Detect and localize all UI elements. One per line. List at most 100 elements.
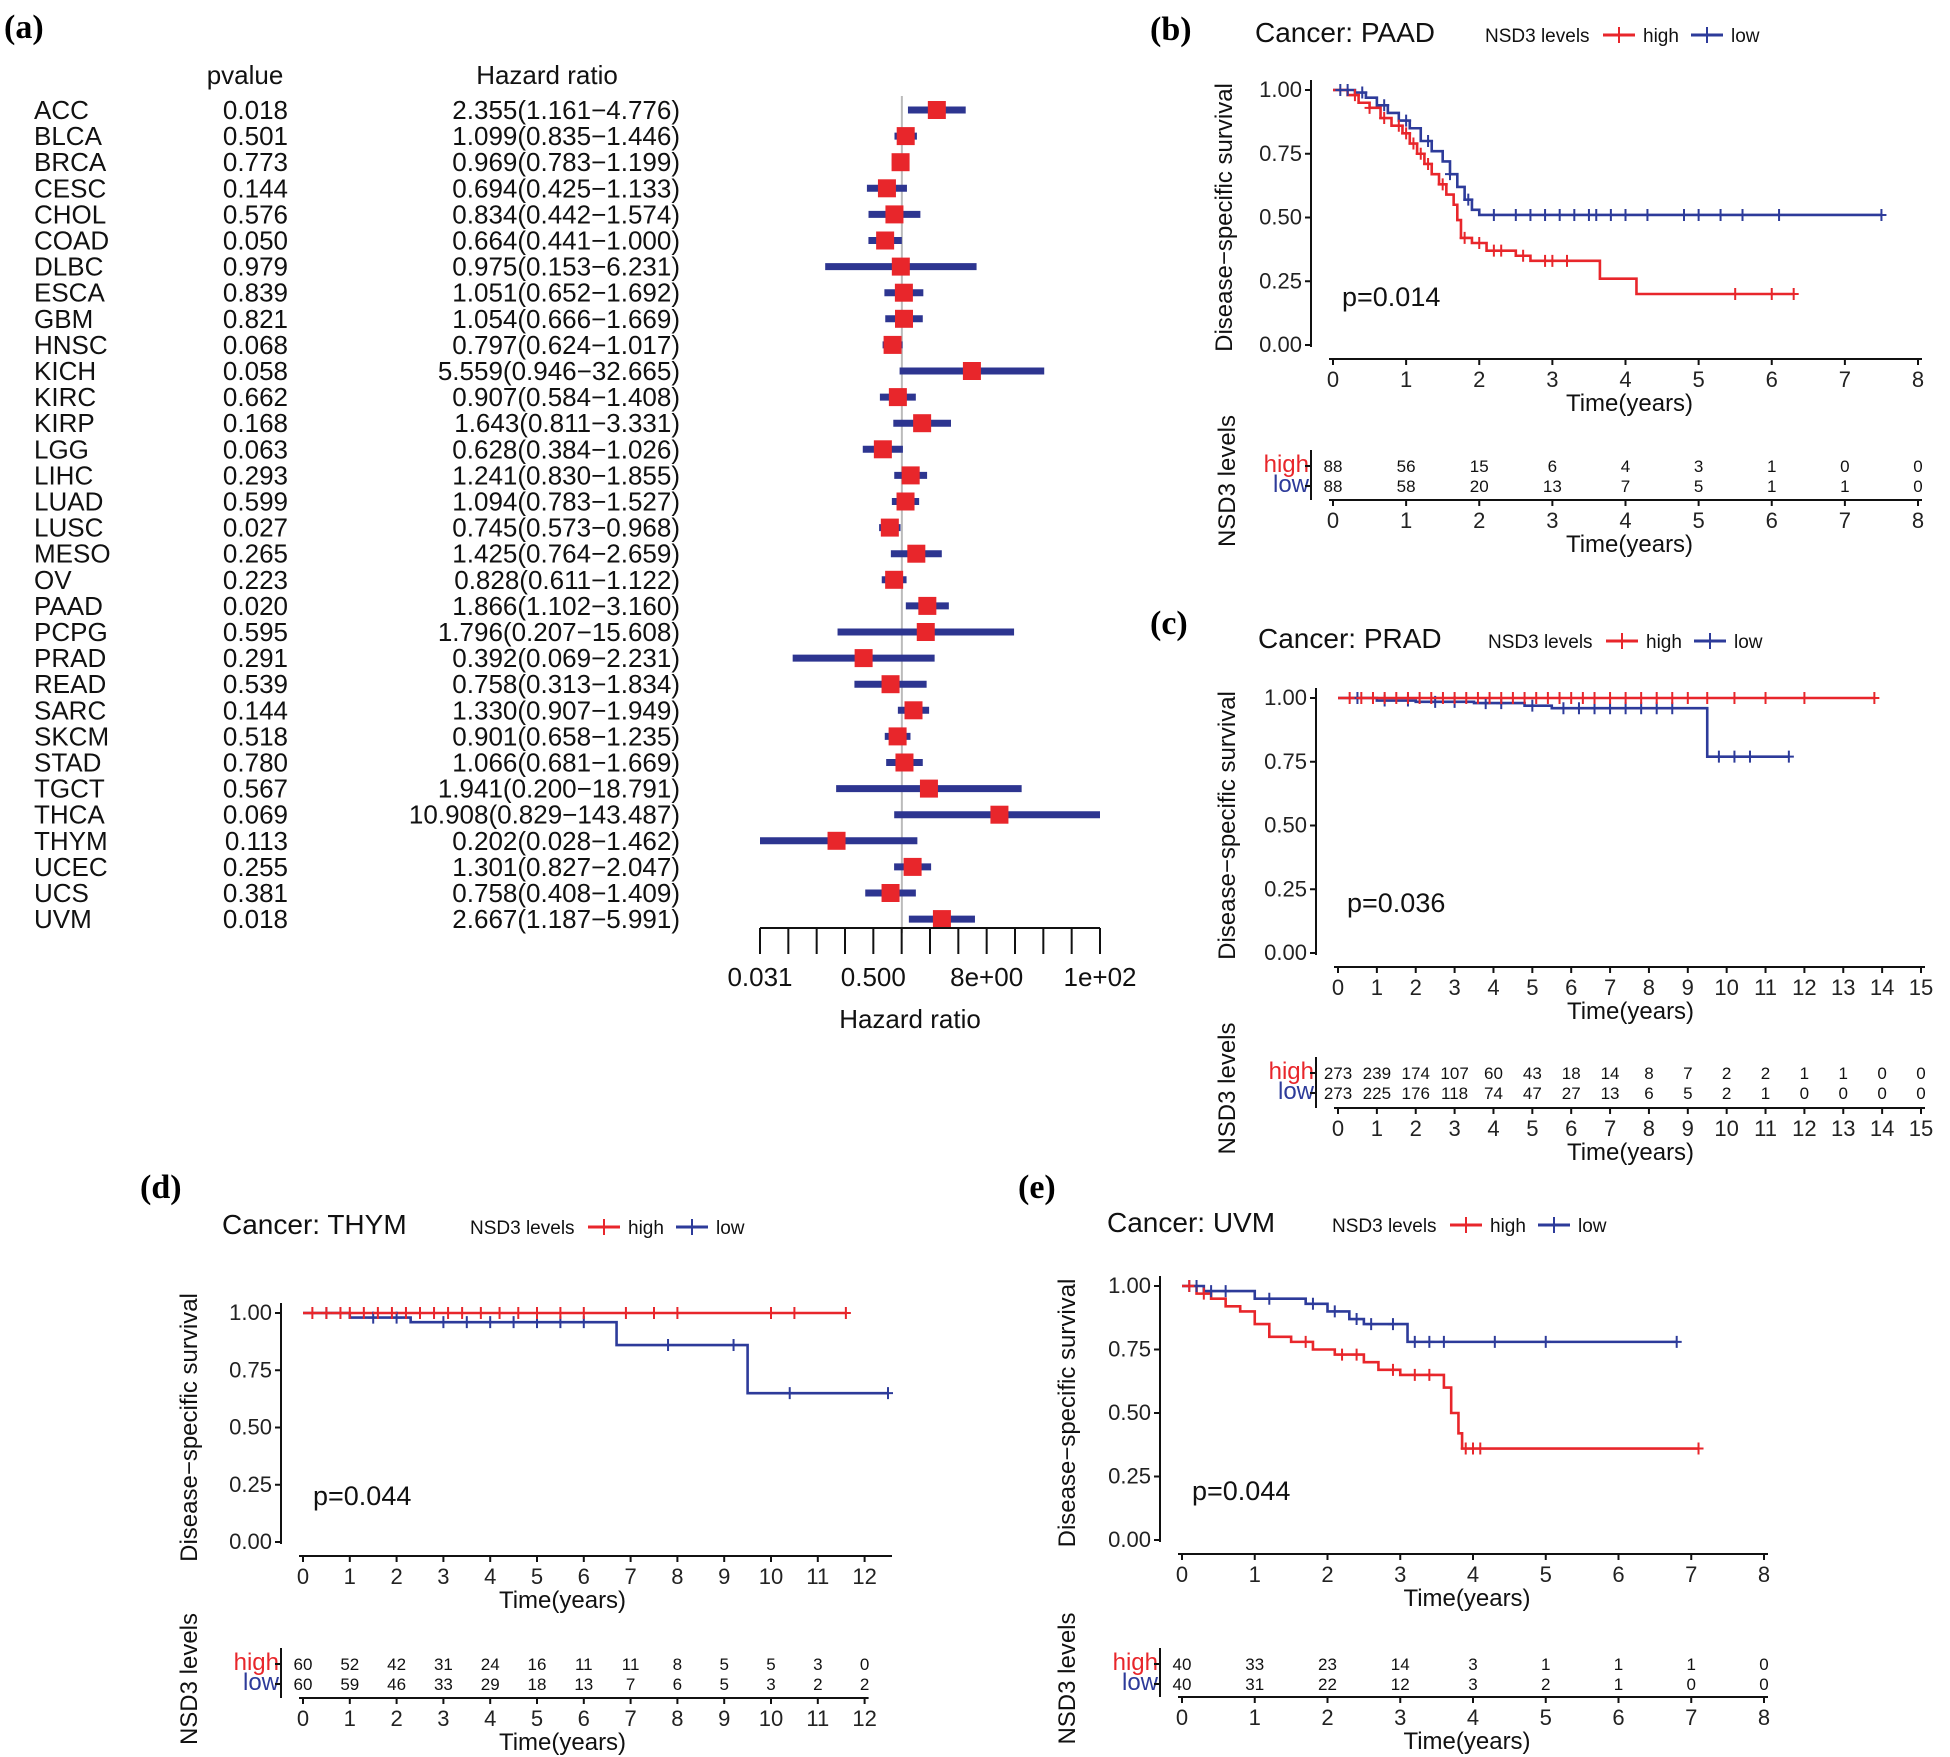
censor-mark-high [1605, 692, 1616, 704]
risk-x-tick-label: 8 [1643, 1116, 1655, 1141]
hr-box [891, 257, 910, 276]
censor-mark-high [1693, 1442, 1704, 1455]
y-tick-label: 0.00 [229, 1529, 272, 1554]
y-tick-label: 0.00 [1108, 1527, 1151, 1552]
row-label-cancer: CHOL [34, 199, 106, 229]
row-label-cancer: BLCA [34, 121, 103, 151]
risk-x-tick-label: 12 [1792, 1116, 1816, 1141]
hr-box [883, 335, 902, 354]
censor-mark-low [1307, 1297, 1318, 1310]
risk-x-axis-label: Time(years) [1567, 1139, 1694, 1166]
survival-curve-high [1333, 88, 1794, 296]
row-hazard-ratio: 1.643(0.811−3.331) [454, 408, 680, 438]
row-label-cancer: KICH [34, 356, 96, 386]
row-hazard-ratio: 1.330(0.907−1.949) [452, 695, 680, 725]
risk-x-axis-label: Time(years) [499, 1729, 626, 1756]
x-tick-label: 11 [1754, 975, 1777, 1000]
x-tick-label: 7 [1685, 1562, 1697, 1587]
row-pvalue: 0.069 [223, 800, 288, 830]
risk-count-high: 3 [1468, 1655, 1477, 1674]
censor-mark-high [532, 1307, 542, 1319]
censor-mark-low [1605, 702, 1616, 715]
censor-mark-low [1620, 208, 1631, 221]
risk-x-tick-label: 0 [1327, 508, 1339, 533]
risk-x-tick-label: 1 [1400, 508, 1412, 533]
risk-count-high: 239 [1363, 1064, 1391, 1083]
row-pvalue: 0.291 [223, 643, 288, 673]
risk-count-low: 3 [766, 1675, 775, 1694]
censor-mark-low [1737, 208, 1748, 221]
x-tick-label: 0 [1176, 1562, 1188, 1587]
risk-label-high: high [1269, 1058, 1314, 1085]
risk-x-tick-label: 2 [1410, 1116, 1422, 1141]
risk-count-high: 1 [1839, 1064, 1848, 1083]
row-pvalue: 0.599 [223, 487, 288, 517]
legend-high-label: high [1643, 26, 1679, 47]
row-hazard-ratio: 0.202(0.028−1.462) [452, 826, 680, 856]
row-label-cancer: PAAD [34, 591, 103, 621]
row-label-cancer: SARC [34, 695, 106, 725]
risk-x-tick-label: 5 [531, 1706, 543, 1731]
risk-x-tick-label: 15 [1909, 1116, 1933, 1141]
x-tick-label: 8 [1643, 975, 1655, 1000]
censor-mark-low [1591, 208, 1602, 221]
km-panel: (e)Cancer: UVM NSD3 levels high low0.000.25… [1018, 1169, 1770, 1755]
row-label-cancer: OV [34, 565, 72, 595]
y-tick-label: 1.00 [1264, 685, 1307, 710]
censor-mark-low [728, 1339, 739, 1352]
risk-count-high: 60 [294, 1655, 313, 1674]
risk-count-low: 1 [1767, 477, 1776, 496]
risk-count-low: 0 [1800, 1084, 1809, 1103]
row-pvalue: 0.027 [223, 513, 288, 543]
risk-count-low: 12 [1391, 1675, 1410, 1694]
censor-mark-high [1542, 692, 1553, 704]
x-tick-label: 12 [852, 1564, 876, 1589]
censor-mark-low [1620, 702, 1631, 715]
x-tick-label: 10 [759, 1564, 783, 1589]
risk-count-high: 107 [1440, 1064, 1468, 1083]
censor-mark-low [1423, 135, 1434, 147]
censor-mark-high [307, 1307, 318, 1319]
x-tick-label: 4 [1487, 975, 1499, 1000]
risk-x-tick-label: 6 [1565, 1116, 1577, 1141]
censor-mark-low [1220, 1285, 1231, 1298]
risk-x-tick-label: 6 [578, 1706, 590, 1731]
panel-label: (c) [1150, 605, 1188, 642]
risk-count-low: 40 [1173, 1675, 1192, 1694]
row-label-cancer: ACC [34, 95, 89, 125]
row-pvalue: 0.595 [223, 617, 288, 647]
censor-mark-high [1300, 1335, 1311, 1348]
censor-mark-low [1636, 702, 1647, 715]
row-hazard-ratio: 1.054(0.666−1.669) [452, 304, 680, 334]
risk-count-low: 31 [1245, 1675, 1264, 1694]
panel-label: (e) [1018, 1169, 1056, 1206]
censor-mark-high [1484, 692, 1495, 704]
row-label-cancer: READ [34, 669, 106, 699]
censor-mark-high [1547, 254, 1558, 267]
hr-box [907, 544, 926, 563]
censor-mark-high [1393, 119, 1404, 132]
y-tick-label: 0.25 [1108, 1464, 1151, 1489]
censor-mark-low [1540, 208, 1551, 221]
risk-count-high: 0 [1759, 1655, 1768, 1674]
risk-x-tick-label: 8 [671, 1706, 683, 1731]
risk-count-low: 5 [1683, 1084, 1692, 1103]
risk-count-low: 0 [1687, 1675, 1696, 1694]
hr-box [919, 779, 938, 798]
row-label-cancer: UCS [34, 878, 89, 908]
hr-box [827, 831, 846, 850]
censor-mark-high [344, 1307, 355, 1319]
risk-count-high: 0 [1913, 457, 1922, 476]
risk-count-high: 60 [1484, 1064, 1503, 1083]
censor-mark-low [1642, 208, 1653, 221]
y-axis-label: Disease−specific survival [1214, 691, 1241, 960]
censor-mark-low [1729, 750, 1740, 763]
risk-x-tick-label: 8 [1758, 1705, 1770, 1730]
risk-x-tick-label: 2 [1321, 1705, 1333, 1730]
row-pvalue: 0.839 [223, 278, 288, 308]
censor-mark-low [1713, 750, 1724, 763]
y-tick-label: 0.50 [1264, 813, 1307, 838]
row-pvalue: 0.068 [223, 330, 288, 360]
risk-count-high: 5 [766, 1655, 775, 1674]
censor-mark-high [1426, 692, 1437, 704]
